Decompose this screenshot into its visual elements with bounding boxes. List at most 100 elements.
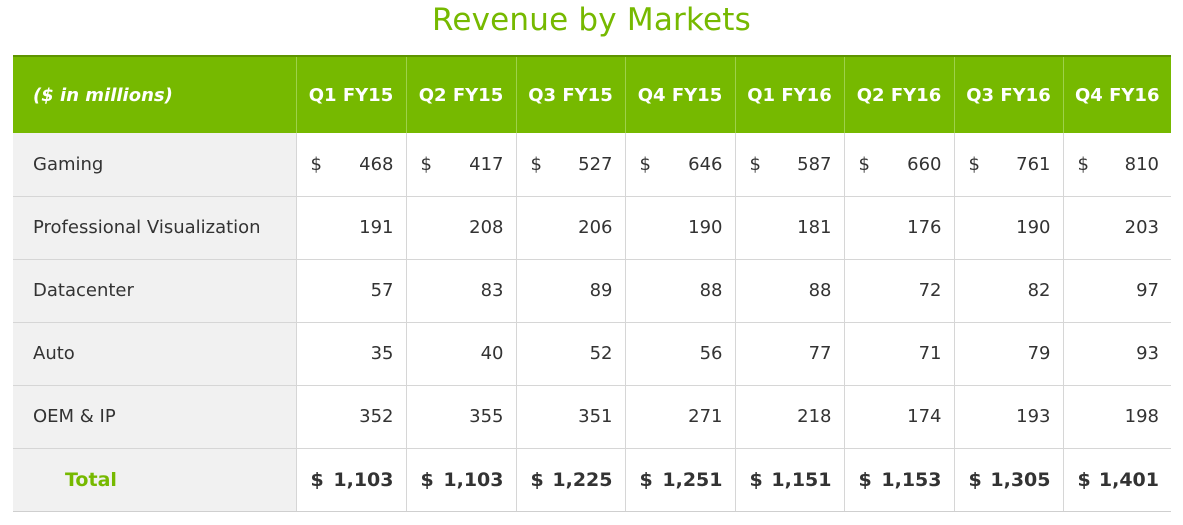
table-row-datacenter: Datacenter 57 83 89 88 88 72 82 97 [13,259,1171,323]
table-cell: 52 [515,322,625,386]
cell-value: 527 [578,153,613,175]
table-cell: 57 [295,259,406,323]
table-cell: 198 [1062,385,1171,449]
total-value: 1,401 [1098,468,1159,491]
column-header: Q3 FY15 [515,55,625,133]
total-cell: $1,225 [515,448,625,512]
total-label: Total [13,448,296,512]
total-value: 1,305 [990,468,1051,491]
table-row-auto: Auto 35 40 52 56 77 71 79 93 [13,322,1171,386]
table-cell: 97 [1062,259,1171,323]
table-cell: 191 [295,196,406,260]
column-header: Q1 FY16 [734,55,844,133]
total-value: 1,103 [333,468,394,491]
table-cell: 82 [953,259,1063,323]
table-cell: 35 [295,322,406,386]
column-header: Q3 FY16 [953,55,1063,133]
total-cell: $1,103 [405,448,516,512]
total-cell: $1,401 [1062,448,1171,512]
table-cell: $587 [734,133,844,197]
table-cell: $660 [843,133,954,197]
column-header: Q2 FY16 [843,55,954,133]
cell-value: 646 [688,153,723,175]
table-cell: 271 [624,385,735,449]
table-cell: 88 [734,259,844,323]
currency-symbol: $ [530,153,542,175]
table-cell: $810 [1062,133,1171,197]
table-cell: $468 [295,133,406,197]
table-cell: 79 [953,322,1063,386]
table-cell: $761 [953,133,1063,197]
total-cell: $1,305 [953,448,1063,512]
total-cell: $1,151 [734,448,844,512]
table-cell: 93 [1062,322,1171,386]
row-label: Professional Visualization [13,196,296,260]
units-header: ($ in millions) [13,55,296,133]
column-header: Q1 FY15 [295,55,406,133]
currency-symbol: $ [1077,153,1089,175]
total-value: 1,153 [881,468,942,491]
currency-symbol: $ [420,468,434,491]
currency-symbol: $ [968,153,980,175]
table-cell: 40 [405,322,516,386]
currency-symbol: $ [310,468,324,491]
cell-value: 417 [469,153,504,175]
table-cell: 88 [624,259,735,323]
currency-symbol: $ [420,153,432,175]
table-cell: 208 [405,196,516,260]
column-header: Q2 FY15 [405,55,516,133]
currency-symbol: $ [1077,468,1091,491]
total-value: 1,251 [662,468,723,491]
table-cell: 218 [734,385,844,449]
revenue-table: ($ in millions) Q1 FY15 Q2 FY15 Q3 FY15 … [13,55,1171,512]
table-header-row: ($ in millions) Q1 FY15 Q2 FY15 Q3 FY15 … [13,55,1171,133]
table-row-total: Total $1,103 $1,103 $1,225 $1,251 $1,151… [13,448,1171,512]
currency-symbol: $ [858,468,872,491]
cell-value: 660 [907,153,942,175]
table-cell: 355 [405,385,516,449]
table-cell: 193 [953,385,1063,449]
total-cell: $1,251 [624,448,735,512]
table-row-professional-visualization: Professional Visualization 191 208 206 1… [13,196,1171,260]
table-cell: 203 [1062,196,1171,260]
table-cell: $646 [624,133,735,197]
column-header: Q4 FY15 [624,55,735,133]
table-row-gaming: Gaming $468 $417 $527 $646 $587 $660 $76… [13,133,1171,197]
currency-symbol: $ [968,468,982,491]
total-cell: $1,153 [843,448,954,512]
currency-symbol: $ [749,153,761,175]
row-label: Datacenter [13,259,296,323]
table-cell: $527 [515,133,625,197]
currency-symbol: $ [639,153,651,175]
currency-symbol: $ [749,468,763,491]
row-label: Auto [13,322,296,386]
cell-value: 810 [1124,153,1159,175]
total-value: 1,225 [552,468,613,491]
row-label: Gaming [13,133,296,197]
currency-symbol: $ [858,153,870,175]
table-cell: 351 [515,385,625,449]
table-cell: 56 [624,322,735,386]
column-header: Q4 FY16 [1062,55,1171,133]
total-cell: $1,103 [295,448,406,512]
cell-value: 587 [797,153,832,175]
currency-symbol: $ [530,468,544,491]
cell-value: 761 [1016,153,1051,175]
table-cell: 89 [515,259,625,323]
cell-value: 468 [359,153,394,175]
page-title: Revenue by Markets [431,2,752,38]
currency-symbol: $ [310,153,322,175]
table-cell: 77 [734,322,844,386]
table-cell: 190 [624,196,735,260]
table-row-oem-ip: OEM & IP 352 355 351 271 218 174 193 198 [13,385,1171,449]
table-cell: 174 [843,385,954,449]
table-cell: $417 [405,133,516,197]
row-label: OEM & IP [13,385,296,449]
table-cell: 83 [405,259,516,323]
table-cell: 176 [843,196,954,260]
table-cell: 352 [295,385,406,449]
table-cell: 206 [515,196,625,260]
table-cell: 190 [953,196,1063,260]
currency-symbol: $ [639,468,653,491]
total-value: 1,103 [443,468,504,491]
